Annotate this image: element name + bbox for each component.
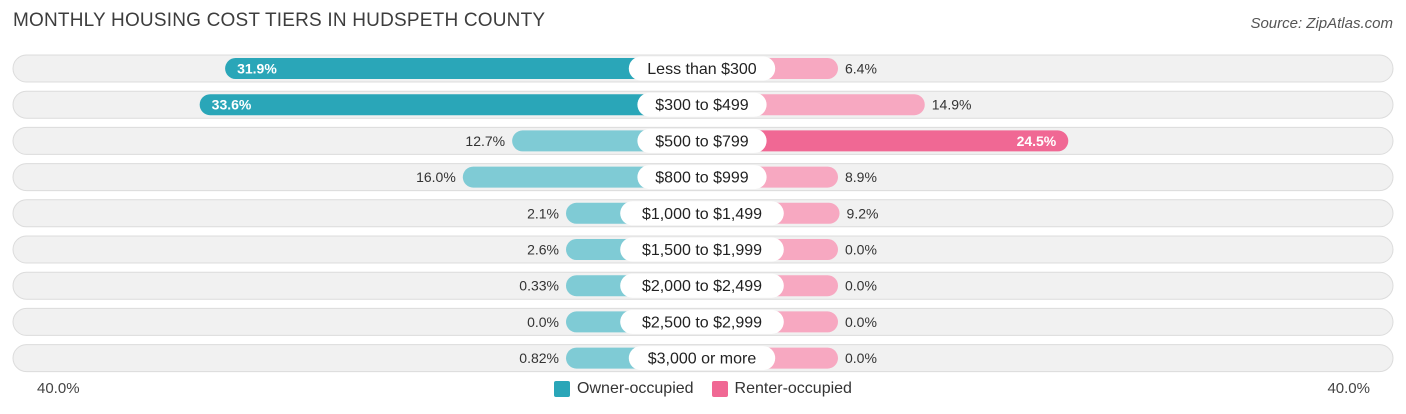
value-label-owner: 31.9% (237, 61, 277, 77)
category-label: $2,500 to $2,999 (642, 314, 762, 331)
legend-owner: Owner-occupied (554, 380, 694, 398)
category-pill (637, 165, 767, 190)
legend-renter: Renter-occupied (711, 380, 852, 398)
category-pill (620, 273, 784, 298)
category-label: $800 to $999 (655, 170, 749, 187)
category-pill (628, 56, 776, 81)
category-label: $500 to $799 (655, 133, 749, 150)
chart-title: MONTHLY HOUSING COST TIERS IN HUDSPETH C… (13, 10, 546, 31)
legend: Owner-occupied Renter-occupied (0, 380, 1406, 398)
category-label: Less than $300 (647, 61, 757, 78)
chart-source: Source: ZipAtlas.com (1250, 15, 1393, 32)
value-label-renter: 9.2% (847, 205, 879, 221)
category-label: $1,000 to $1,499 (642, 206, 762, 223)
legend-owner-swatch (554, 381, 571, 397)
category-label: $2,000 to $2,499 (642, 278, 762, 295)
legend-renter-swatch (711, 381, 728, 397)
value-label-owner: 12.7% (465, 133, 505, 149)
bar-owner (225, 58, 702, 79)
value-label-owner: 0.33% (519, 278, 559, 294)
category-pill (620, 309, 784, 334)
value-label-owner: 2.6% (527, 242, 559, 258)
value-label-renter: 8.9% (845, 169, 877, 185)
legend-owner-label: Owner-occupied (577, 380, 694, 397)
category-label: $300 to $499 (655, 97, 749, 114)
value-label-renter: 0.0% (845, 278, 877, 294)
value-label-renter: 24.5% (1017, 133, 1057, 149)
legend-renter-label: Renter-occupied (734, 380, 852, 397)
value-label-renter: 0.0% (845, 314, 877, 330)
category-label: $3,000 or more (648, 351, 757, 368)
value-label-renter: 14.9% (932, 97, 972, 113)
value-label-owner: 2.1% (527, 205, 559, 221)
category-pill (628, 346, 776, 371)
value-label-owner: 33.6% (212, 97, 252, 113)
category-pill (637, 128, 767, 153)
value-label-owner: 0.82% (519, 350, 559, 366)
category-pill (637, 92, 767, 117)
category-pill (620, 237, 784, 262)
category-pill (620, 201, 784, 226)
category-label: $1,500 to $1,999 (642, 242, 762, 259)
diverging-bar-chart: 31.9% 6.4% Less than $300 33.6% 14.9% $300 to… (12, 54, 1394, 373)
value-label-renter: 0.0% (845, 242, 877, 258)
value-label-owner: 0.0% (527, 314, 559, 330)
value-label-renter: 6.4% (845, 61, 877, 77)
bar-owner (199, 94, 702, 116)
axis-right-label: 40.0% (1327, 380, 1370, 397)
value-label-owner: 16.0% (416, 169, 456, 185)
value-label-renter: 0.0% (845, 350, 877, 366)
bar-renter (702, 130, 1069, 152)
axis-left-label: 40.0% (37, 380, 80, 397)
